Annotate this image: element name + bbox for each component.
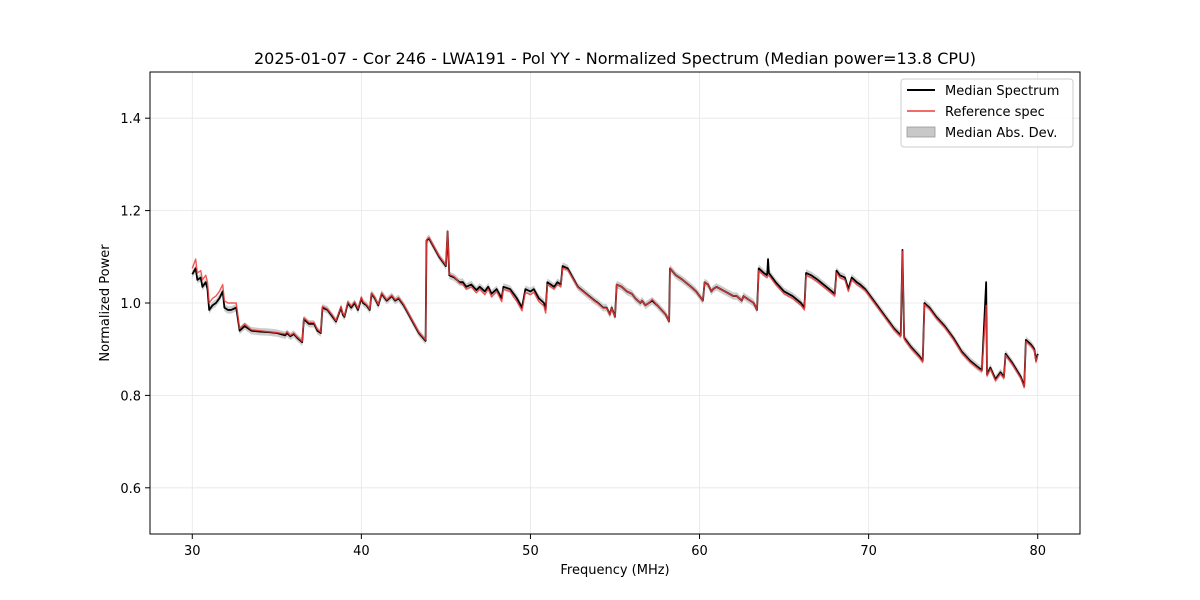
y-tick-label: 1.4	[120, 112, 141, 127]
y-tick-label: 1.0	[120, 297, 141, 312]
legend-mad-swatch	[906, 126, 936, 138]
legend-box	[900, 78, 1074, 148]
x-tick-label: 40	[353, 544, 370, 559]
x-tick-label: 80	[1029, 544, 1046, 559]
chart-title: 2025-01-07 - Cor 246 - LWA191 - Pol YY -…	[254, 49, 976, 68]
x-tick-label: 60	[691, 544, 708, 559]
series-lines	[191, 230, 1039, 389]
y-tick-label: 0.8	[120, 389, 141, 404]
y-tick-label: 1.2	[120, 205, 141, 220]
x-axis-label: Frequency (MHz)	[560, 563, 669, 578]
legend-mad-label: Median Abs. Dev.	[945, 126, 1057, 141]
legend: Median Spectrum Reference spec Median Ab…	[900, 78, 1074, 148]
y-tick-label: 0.6	[120, 482, 141, 497]
x-tick-label: 70	[860, 544, 877, 559]
x-axis-ticks: 30 40 50 60 70 80	[184, 534, 1046, 559]
y-axis-ticks: 0.6 0.8 1.0 1.2 1.4	[120, 112, 150, 497]
y-axis-label: Normalized Power	[98, 244, 113, 362]
x-tick-label: 30	[184, 544, 201, 559]
legend-median-label: Median Spectrum	[945, 84, 1059, 99]
reference-spec-line	[191, 230, 1039, 389]
legend-reference-label: Reference spec	[945, 105, 1045, 120]
x-tick-label: 50	[522, 544, 539, 559]
